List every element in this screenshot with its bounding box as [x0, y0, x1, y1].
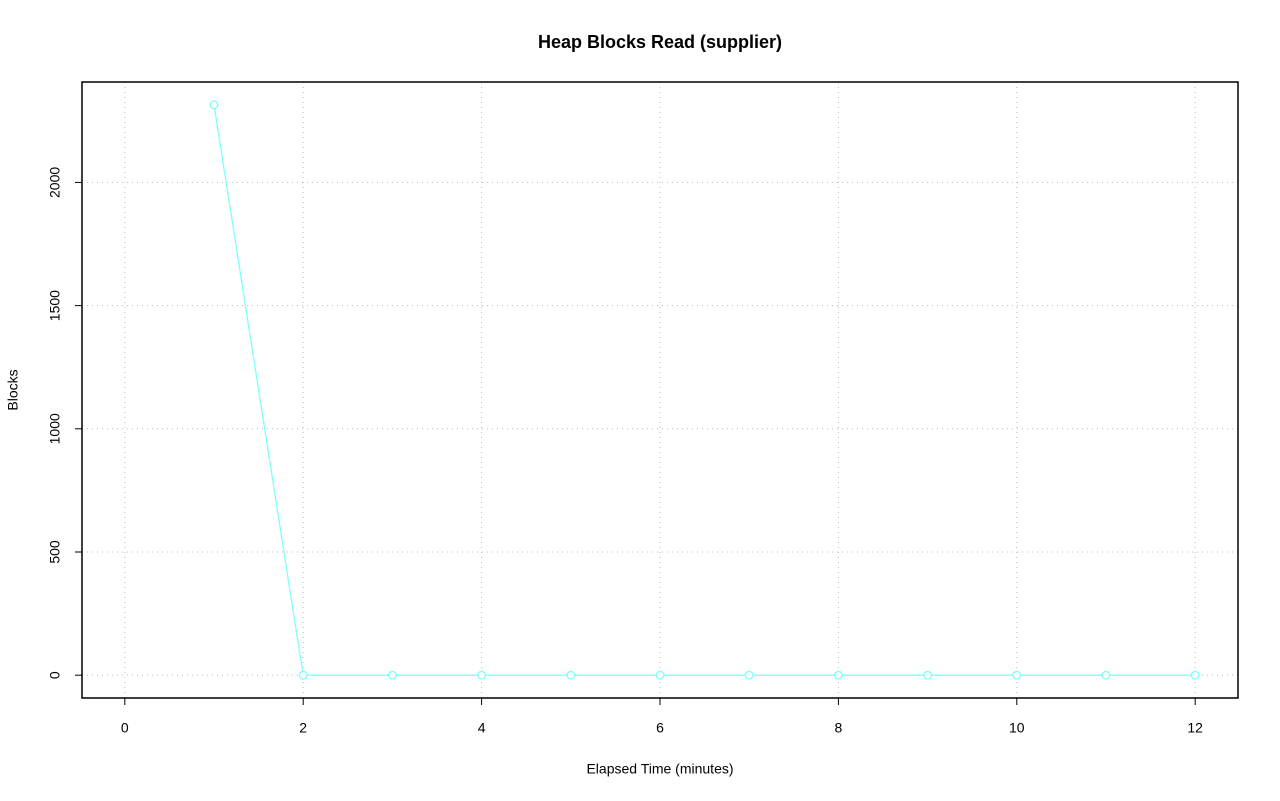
data-point — [209, 100, 219, 110]
data-point — [655, 670, 665, 680]
data-point — [298, 670, 308, 680]
plot-frame — [81, 81, 1239, 699]
y-tick-label: 500 — [47, 540, 63, 564]
data-point — [477, 670, 487, 680]
y-tick-label: 0 — [47, 671, 63, 679]
data-point — [744, 670, 754, 680]
x-tick-label: 0 — [121, 720, 129, 736]
data-point — [1190, 670, 1200, 680]
x-axis-label: Elapsed Time (minutes) — [586, 761, 733, 777]
x-tick-label: 6 — [656, 720, 664, 736]
x-tick-label: 4 — [478, 720, 486, 736]
x-tick-label: 12 — [1187, 720, 1203, 736]
x-tick-label: 10 — [1009, 720, 1025, 736]
y-axis-label: Blocks — [5, 369, 21, 410]
data-point — [833, 670, 843, 680]
y-tick-label: 2000 — [47, 167, 63, 198]
series-line — [213, 104, 1196, 676]
x-tick-label: 2 — [299, 720, 307, 736]
data-point — [566, 670, 576, 680]
data-point — [387, 670, 397, 680]
y-tick-label: 1500 — [47, 290, 63, 321]
chart-title: Heap Blocks Read (supplier) — [538, 32, 782, 52]
data-point — [1012, 670, 1022, 680]
data-point — [1101, 670, 1111, 680]
x-tick-label: 8 — [834, 720, 842, 736]
data-point — [923, 670, 933, 680]
y-tick-label: 1000 — [47, 413, 63, 444]
